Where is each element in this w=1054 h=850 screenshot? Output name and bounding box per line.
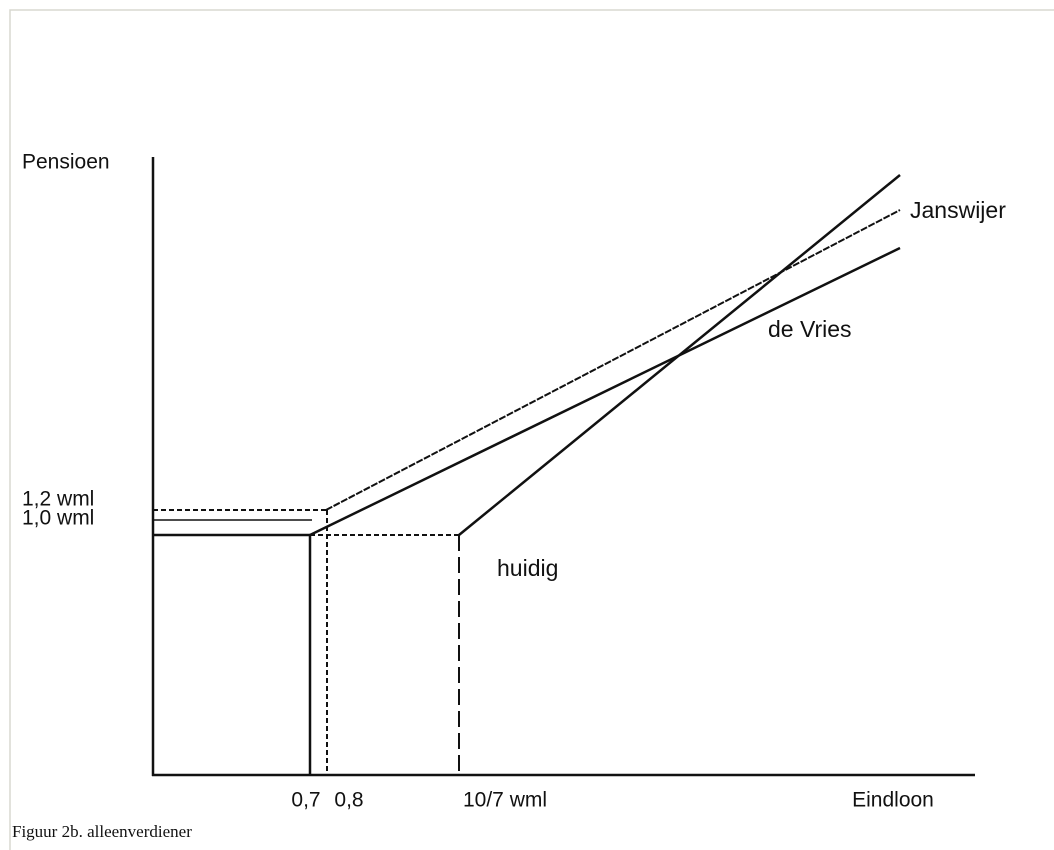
janswijer-line xyxy=(325,209,901,511)
caption: Figuur 2b. alleenverdiener xyxy=(12,822,192,841)
frame xyxy=(9,9,1054,850)
huidig-line xyxy=(458,174,901,536)
x-label: 0,7 xyxy=(291,789,320,812)
de-vries-line xyxy=(309,246,901,537)
x-label: 10/7 wml xyxy=(463,789,547,812)
curve-label: Janswijer xyxy=(910,197,1006,223)
x-label: 0,8 xyxy=(334,789,363,812)
x-axis-label: Eindloon xyxy=(852,789,934,812)
y-label: 1,2 wml xyxy=(22,488,94,511)
y-axis-label: Pensioen xyxy=(22,151,110,174)
curve-label: de Vries xyxy=(768,316,852,342)
curve-label: huidig xyxy=(497,555,558,581)
y-label: 1,0 wml xyxy=(22,507,94,530)
